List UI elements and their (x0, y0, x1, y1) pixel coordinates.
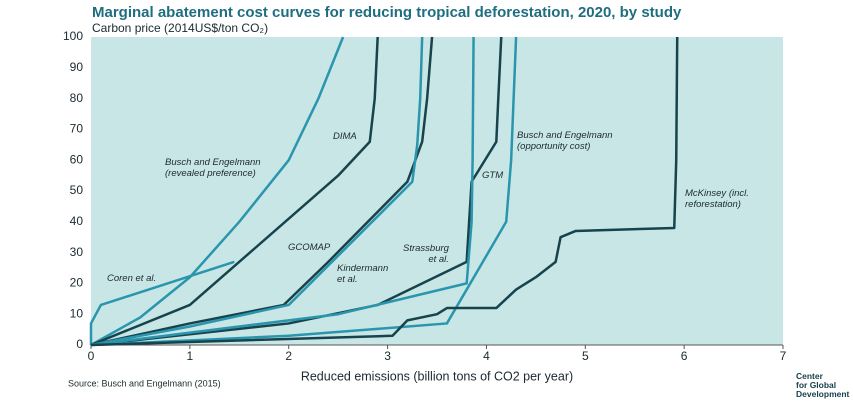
x-tick-label: 7 (780, 349, 787, 363)
x-tick-label: 5 (582, 349, 589, 363)
y-tick-label: 10 (70, 306, 84, 320)
line (89, 260, 235, 345)
line (90, 36, 345, 347)
line (90, 36, 475, 347)
y-tick-label: 70 (70, 122, 84, 136)
y-tick-label: 80 (70, 91, 84, 105)
series-label: Coren et al. (107, 273, 157, 284)
y-tick-label: 40 (70, 214, 84, 228)
x-tick-label: 0 (88, 349, 95, 363)
x-tick-label: 4 (483, 349, 490, 363)
series-label: Kindermann et al. (337, 263, 389, 285)
series-label: Strassburg et al. (403, 243, 449, 265)
series-label: GTM (482, 170, 504, 181)
x-tick-label: 3 (384, 349, 391, 363)
source: Source: Busch and Engelmann (2015) (68, 378, 221, 388)
series-label: Busch and Engelmann (revealed preference… (165, 157, 261, 179)
series-label: GCOMAP (288, 242, 331, 253)
y-tick-label: 50 (70, 183, 84, 197)
y-tick-label: 30 (70, 245, 84, 259)
line (90, 36, 679, 347)
plot-area (91, 37, 783, 345)
series-label: DIMA (333, 131, 357, 142)
line (90, 36, 379, 347)
chart-title: Marginal abatement cost curves for reduc… (92, 4, 682, 21)
y-tick-label: 90 (70, 60, 84, 74)
y-tick-label: 100 (63, 29, 83, 43)
logo: Center for Global Development (796, 371, 850, 399)
x-tick-label: 1 (187, 349, 194, 363)
x-tick-label: 6 (681, 349, 688, 363)
line (90, 36, 503, 347)
y-axis-title: Carbon price (2014US$/ton CO₂) (92, 21, 268, 35)
series-label: McKinsey (incl. reforestation) (685, 188, 749, 210)
y-tick-label: 0 (76, 337, 83, 351)
line (90, 36, 434, 347)
series-label: Busch and Engelmann (opportunity cost) (517, 130, 613, 152)
line (90, 36, 518, 347)
x-axis-title: Reduced emissions (billion tons of CO2 p… (301, 369, 573, 383)
x-tick-label: 2 (285, 349, 292, 363)
y-tick-label: 20 (70, 276, 84, 290)
y-tick-label: 60 (70, 152, 84, 166)
line (90, 36, 424, 347)
